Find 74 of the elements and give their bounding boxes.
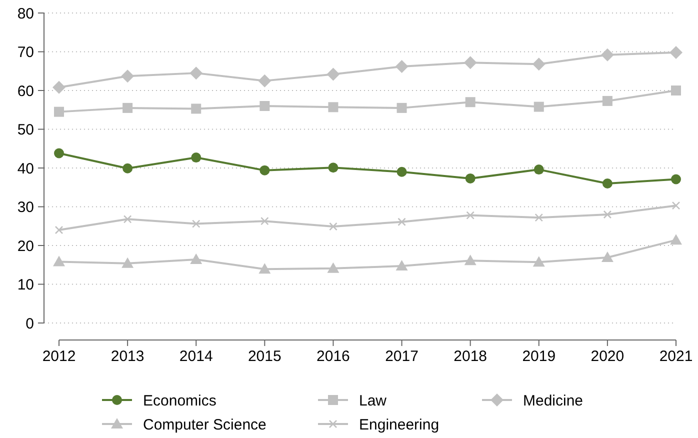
x-tick-label: 2021	[659, 348, 693, 365]
y-tick-label: 60	[17, 82, 34, 100]
point	[121, 70, 134, 83]
point	[191, 152, 202, 163]
point	[398, 218, 406, 226]
point	[396, 166, 407, 177]
x-tick-label: 2012	[42, 348, 76, 365]
legend-label: Engineering	[359, 416, 440, 434]
point	[464, 254, 476, 266]
point	[258, 263, 271, 274]
point	[602, 96, 612, 106]
point	[52, 80, 66, 94]
point	[191, 104, 202, 114]
x-tick-label: 2019	[522, 348, 556, 365]
point	[600, 48, 614, 62]
y-tick-label: 40	[17, 160, 34, 178]
point	[190, 253, 202, 264]
point	[326, 68, 340, 81]
legend-label: Law	[359, 392, 387, 410]
y-tick-label: 80	[17, 5, 34, 22]
point	[532, 58, 546, 71]
y-tick-label: 30	[17, 199, 34, 216]
legend-label: Computer Science	[143, 416, 266, 434]
point	[122, 102, 133, 113]
point	[395, 60, 408, 73]
point	[260, 216, 269, 226]
y-tick-label: 0	[26, 315, 34, 332]
point	[329, 222, 338, 231]
point	[464, 56, 477, 70]
x-tick-label: 2018	[454, 348, 488, 365]
x-tick-label: 2015	[248, 348, 282, 365]
y-tick-label: 70	[17, 44, 34, 61]
point	[465, 97, 476, 108]
point	[260, 165, 270, 176]
point	[601, 252, 614, 262]
point	[534, 213, 544, 222]
point	[603, 210, 612, 219]
point	[534, 164, 544, 175]
point	[328, 102, 338, 112]
point	[327, 262, 340, 273]
point	[670, 234, 682, 245]
y-tick-label: 50	[17, 122, 34, 138]
point	[602, 178, 612, 188]
point	[54, 106, 64, 117]
point	[396, 260, 408, 271]
legend-label: Economics	[143, 392, 216, 410]
point	[190, 66, 203, 80]
point	[192, 220, 200, 228]
legend-label: Medicine	[523, 392, 584, 410]
point	[258, 74, 272, 88]
point	[54, 226, 64, 234]
point	[671, 174, 681, 184]
point	[671, 86, 681, 96]
point	[122, 163, 133, 174]
y-tick-label: 10	[17, 276, 34, 294]
x-tick-label: 2017	[385, 348, 418, 365]
point	[54, 148, 64, 158]
point	[396, 102, 407, 113]
point	[534, 102, 544, 112]
point	[465, 173, 476, 184]
point	[532, 256, 545, 267]
x-tick-label: 2020	[590, 348, 624, 365]
point	[53, 256, 65, 266]
point	[670, 46, 682, 60]
x-tick-label: 2013	[110, 348, 144, 365]
y-tick-label: 20	[17, 238, 34, 255]
point	[328, 162, 338, 173]
point	[260, 101, 270, 111]
x-tick-label: 2014	[179, 348, 213, 365]
point	[123, 215, 132, 224]
point	[672, 201, 680, 210]
point	[466, 211, 474, 220]
point	[122, 257, 134, 268]
x-tick-label: 2016	[316, 348, 350, 365]
